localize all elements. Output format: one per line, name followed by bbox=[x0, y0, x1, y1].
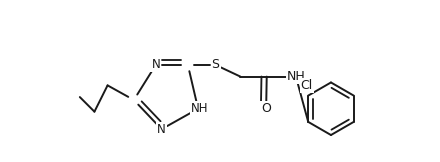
Text: N: N bbox=[151, 58, 160, 71]
Text: NH: NH bbox=[286, 70, 305, 83]
Text: Cl: Cl bbox=[301, 79, 313, 92]
Text: O: O bbox=[261, 102, 271, 115]
Text: S: S bbox=[212, 58, 220, 71]
Text: N: N bbox=[157, 123, 166, 136]
Text: NH: NH bbox=[191, 102, 208, 115]
